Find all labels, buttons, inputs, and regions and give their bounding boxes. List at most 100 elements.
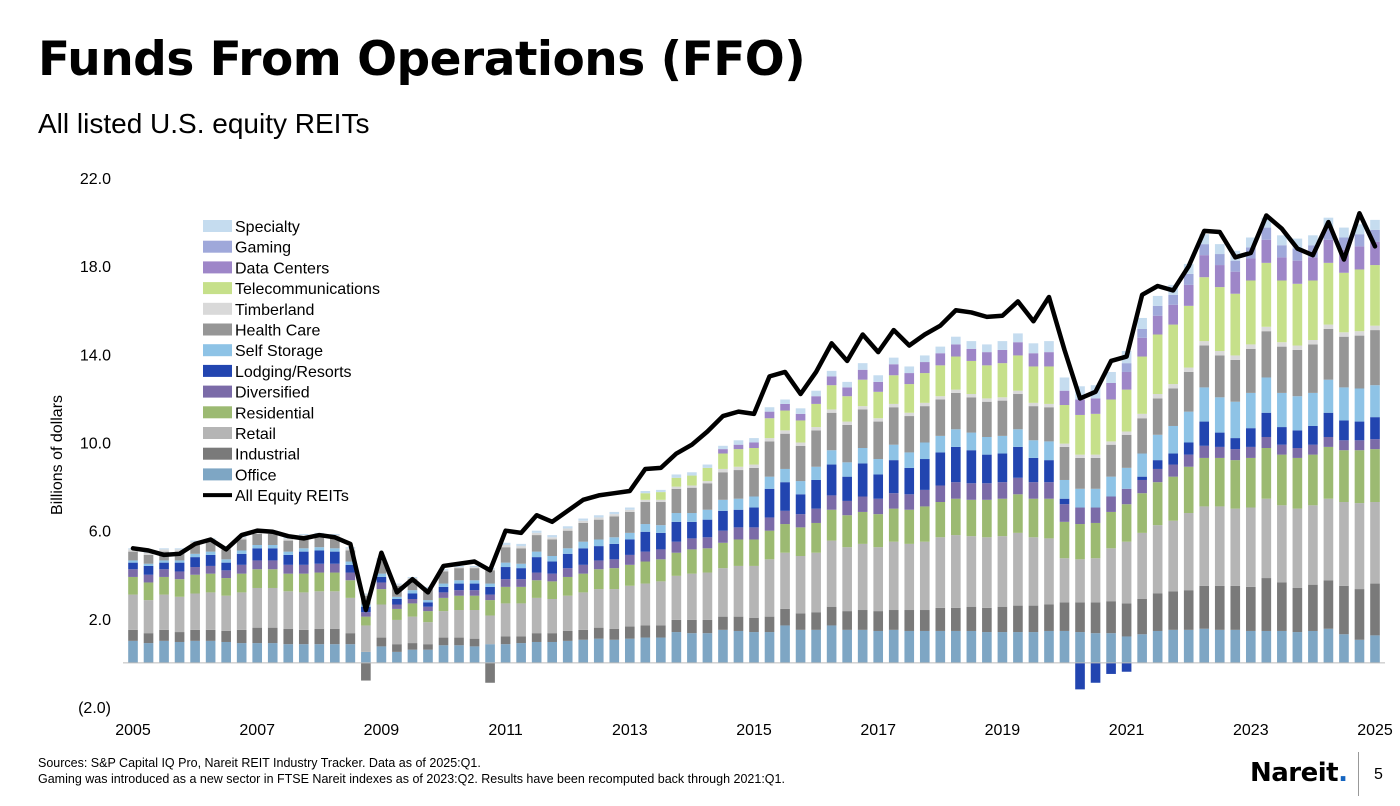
bar-segment-telecommunications [826,385,837,410]
bar-segment-telecommunications [1059,405,1070,444]
bar-segment-self-storage [516,563,526,569]
bar-segment-industrial [1075,602,1085,633]
bar-segment-health-care [1075,457,1085,489]
bar-segment-specialty [298,533,309,536]
bar-segment-residential [1323,446,1334,499]
bar-segment-office [330,644,340,663]
bar-segment-health-care [205,541,216,552]
bar-segment-timberland [1152,394,1163,399]
bar-segment-retail [469,610,480,639]
bar-segment-diversified [314,563,325,573]
bar-segment-lodging-resorts [562,553,573,569]
bar-segment-data-centers [1168,304,1178,325]
bar-segment-timberland [454,567,464,569]
bar-segment-residential [1308,454,1318,506]
bar-segment-industrial [1137,599,1147,635]
bar-segment-self-storage [1292,396,1303,431]
bar-segment-data-centers [919,362,930,374]
bar-segment-office [935,630,946,663]
bar-segment-telecommunications [718,453,728,469]
bar-segment-lodging-resorts [1292,430,1303,449]
bar-segment-health-care [624,511,635,533]
bar-segment-health-care [1121,434,1132,468]
bar-segment-industrial [454,637,464,646]
bar-segment-industrial [562,630,573,641]
bar-segment-timberland [687,485,697,488]
page-title: Funds From Operations (FFO) [38,32,806,87]
bar-segment-residential [298,573,309,593]
bar-segment-lodging-resorts [1277,427,1287,445]
bar-segment-self-storage [982,436,992,455]
bar-segment-data-centers [749,442,759,449]
bar-segment-health-care [267,533,278,545]
legend-label: Timberland [235,302,314,319]
bar-segment-diversified [857,496,868,512]
bar-segment-industrial [795,613,806,630]
bar-segment-timberland [1028,402,1039,407]
bar-segment-residential [1075,524,1085,560]
bar-segment-industrial [640,625,651,638]
bar-segment-retail [982,537,992,608]
bar-segment-data-centers [1059,390,1070,406]
bar-segment-diversified [1292,448,1303,458]
bar-segment-lodging-resorts [640,531,651,552]
bar-segment-specialty [454,565,464,568]
bar-segment-health-care [764,441,775,477]
bar-segment-data-centers [1277,257,1287,281]
bar-segment-office [904,630,915,663]
bar-segment-specialty [1152,295,1163,306]
bar-segment-health-care [1168,388,1178,426]
bar-segment-health-care [640,502,651,525]
bar-segment-office [951,630,961,663]
bar-segment-timberland [718,468,728,473]
legend-label: Self Storage [235,343,323,360]
bar-segment-residential [407,603,418,617]
bar-segment-self-storage [1075,488,1085,508]
bar-segment-residential [361,616,371,626]
bar-segment-timberland [1214,351,1225,356]
bar-segment-office [780,625,790,663]
bar-segment-specialty [174,548,185,550]
bar-segment-industrial [1230,585,1241,630]
bar-segment-timberland [469,567,480,569]
bar-segment-residential [252,569,263,588]
bar-segment-timberland [438,570,449,572]
bar-segment-health-care [888,407,899,445]
bar-segment-health-care [795,445,806,482]
bar-segment-self-storage [1354,388,1365,422]
bar-segment-specialty [593,515,604,518]
bar-segment-residential [1370,449,1380,503]
bar-segment-industrial [190,629,200,641]
bar-segment-industrial [578,629,589,640]
bar-segment-office [190,640,200,663]
bar-segment-specialty [469,565,480,568]
bar-segment-diversified [888,493,899,509]
bar-segment-lodging-resorts [1168,453,1178,465]
bar-segment-health-care [811,430,821,467]
bar-segment-self-storage [314,547,325,551]
bar-segment-office [1370,635,1380,663]
bar-segment-lodging-resorts [780,482,790,511]
bar-segment-specialty [1028,343,1039,354]
bar-segment-residential [764,530,775,560]
bar-segment-residential [1277,454,1287,506]
bar-segment-self-storage [593,539,604,547]
bar-segment-timberland [562,528,573,531]
y-tick-label: 14.0 [80,347,111,364]
bar-segment-specialty [919,355,930,363]
bar-segment-self-storage [143,563,154,566]
bar-segment-industrial [205,629,216,641]
bar-segment-office [205,640,216,663]
bar-segment-timberland [361,594,371,596]
bar-segment-residential [997,498,1008,537]
bar-segment-self-storage [392,596,402,599]
bar-segment-office [562,640,573,663]
bar-segment-office [361,651,371,663]
bar-segment-self-storage [438,583,449,587]
bar-segment-self-storage [1137,453,1147,477]
bar-segment-health-care [1028,406,1039,441]
bar-segment-diversified [298,564,309,574]
bar-segment-industrial [1214,585,1225,630]
bar-segment-retail [749,565,759,618]
bar-segment-lodging-resorts [1013,446,1023,478]
